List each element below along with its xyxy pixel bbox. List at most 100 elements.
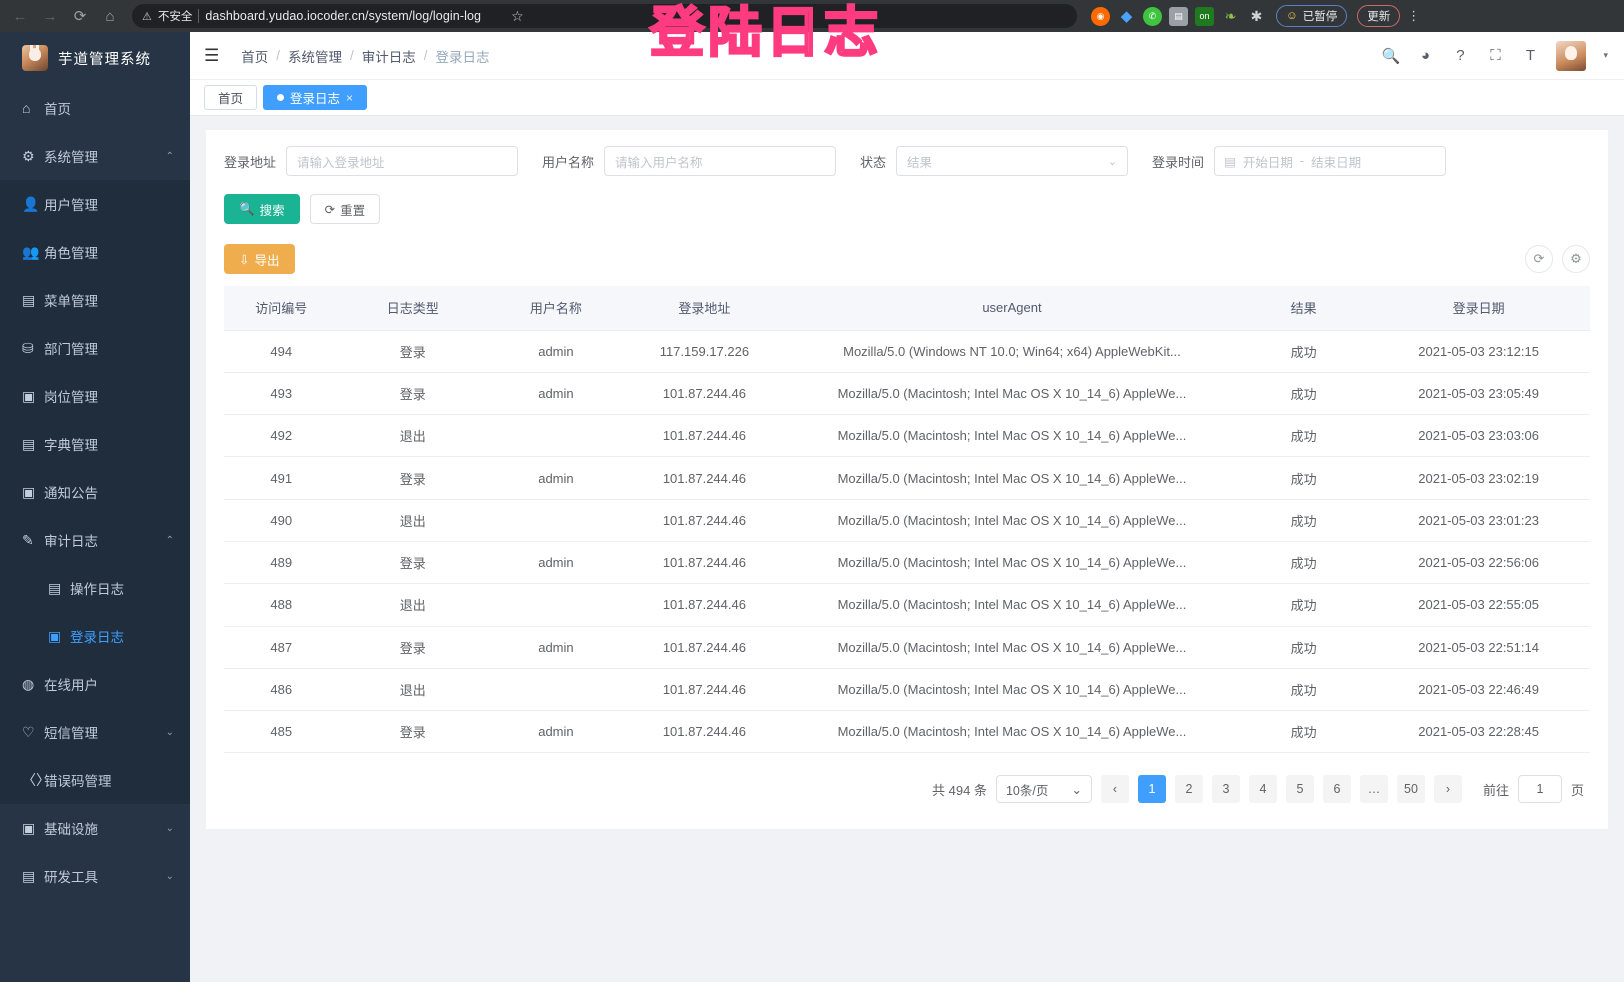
table-row[interactable]: 490 退出 101.87.244.46 Mozilla/5.0 (Macintosh… [224,499,1590,542]
table-row[interactable]: 487 登录 admin 101.87.244.46 Mozilla/5.0 (Maci… [224,626,1590,669]
github-icon[interactable]: ◕ [1420,47,1430,64]
pagination-page-4[interactable]: 4 [1248,775,1277,804]
extension-wechat-icon[interactable]: ✆ [1143,6,1162,26]
sidebar-item-audit-log[interactable]: ✎ 审计日志 ⌃ [0,516,190,564]
pagination-prev-button[interactable]: ‹ [1100,775,1129,804]
page-size-select[interactable]: 10条/页 ⌄ [995,775,1092,804]
col-header-user[interactable]: 用户名称 [487,286,625,331]
table-row[interactable]: 486 退出 101.87.244.46 Mozilla/5.0 (Macintosh… [224,668,1590,712]
fullscreen-icon[interactable]: ⛶ [1490,47,1501,64]
chevron-down-icon[interactable]: ▾ [1603,50,1608,60]
paused-status-pill[interactable]: ☺ 已暂停 [1276,5,1348,27]
sidebar-item-dev-tools[interactable]: ▤ 研发工具 ⌄ [0,852,190,900]
breadcrumb-item-home[interactable]: 首页 [241,49,269,65]
cell-type: 登录 [338,330,487,373]
extension-leaf-icon[interactable]: ❧ [1224,7,1237,24]
breadcrumb-item-audit[interactable]: 审计日志 [361,49,416,65]
pagination-page-2[interactable]: 2 [1174,775,1203,804]
col-header-type[interactable]: 日志类型 [338,286,487,331]
pagination-page-6[interactable]: 6 [1322,775,1351,804]
extension-diamond-icon[interactable]: ◆ [1120,8,1133,25]
sidebar-item-dict-mgmt[interactable]: ▤ 字典管理 [0,420,190,468]
sidebar-item-role-mgmt[interactable]: 👥 角色管理 [0,228,190,276]
avatar[interactable] [1556,40,1587,71]
pagination-page-…[interactable]: … [1359,775,1388,804]
back-button[interactable]: ← [12,7,28,25]
cell-result: 成功 [1239,456,1368,500]
tab-login-log[interactable]: 登录日志 × [263,85,368,110]
pagination-page-3[interactable]: 3 [1211,775,1240,804]
bookmark-star-icon[interactable]: ☆ [511,7,524,24]
sidebar-item-login-log[interactable]: ▣ 登录日志 [0,612,190,660]
search-button[interactable]: 🔍 搜索 [224,194,300,224]
daterange-end[interactable]: 结束日期 [1311,155,1362,170]
login-log-icon: ▣ [48,627,62,644]
user-name-input[interactable]: 请输入用户名称 [604,146,837,176]
sidebar-item-dept-mgmt[interactable]: ⛁ 部门管理 [0,324,190,372]
cell-result: 成功 [1239,541,1368,585]
forward-button[interactable]: → [42,7,58,25]
pagination: 共 494 条 10条/页 ⌄ ‹ 1 2 3 4 5 6… 50 › 前往 1 页 [224,753,1590,819]
sidebar-item-sms-mgmt[interactable]: ♡ 短信管理 ⌄ [0,708,190,756]
col-header-no[interactable]: 访问编号 [224,286,339,331]
breadcrumb-item-system[interactable]: 系统管理 [288,49,343,65]
col-header-result[interactable]: 结果 [1239,286,1368,331]
help-icon[interactable]: ? [1456,47,1465,64]
table-row[interactable]: 493 登录 admin 101.87.244.46 Mozilla/5.0 (Maci… [224,372,1590,416]
sidebar-item-infrastructure[interactable]: ▣ 基础设施 ⌄ [0,804,190,852]
login-time-daterange[interactable]: ▤ 开始日期 - 结束日期 [1214,146,1447,176]
table-row[interactable]: 488 退出 101.87.244.46 Mozilla/5.0 (Macintosh… [224,583,1590,627]
table-row[interactable]: 492 退出 101.87.244.46 Mozilla/5.0 (Macintosh… [224,414,1590,458]
smiley-icon: ☺ [1286,10,1298,22]
cell-user [487,583,625,627]
status-select[interactable]: 结果 ⌄ [896,146,1129,176]
update-button[interactable]: 更新 [1357,5,1401,27]
pagination-jump-label: 前往 [1482,782,1509,798]
pagination-page-50[interactable]: 50 [1396,775,1425,804]
search-icon[interactable]: 🔍 [1381,47,1401,65]
extension-blue-icon[interactable]: ▤ [1169,6,1188,26]
extension-orange-icon[interactable]: ◉ [1091,6,1110,26]
sidebar-item-home[interactable]: ⌂ 首页 [0,84,190,132]
reset-button[interactable]: ⟳ 重置 [309,194,381,224]
address-bar[interactable]: ⚠ 不安全 dashboard.yudao.iocoder.cn/system/… [132,4,1077,28]
reload-button[interactable]: ⟳ [73,8,87,25]
hamburger-icon[interactable]: ☰ [204,45,220,65]
breadcrumb-item-current: 登录日志 [435,49,490,65]
tab-home[interactable]: 首页 [204,85,258,110]
col-header-date[interactable]: 登录日期 [1367,286,1590,331]
login-addr-input[interactable]: 请输入登录地址 [286,146,519,176]
table-row[interactable]: 494 登录 admin 117.159.17.226 Mozilla/5.0 (Win… [224,330,1590,373]
extension-green-icon[interactable]: on [1195,6,1214,26]
export-button[interactable]: ⇩ 导出 [224,244,295,274]
refresh-icon[interactable]: ⟳ [1525,245,1553,273]
extension-puzzle-icon[interactable]: ✱ [1250,7,1263,24]
pagination-page-5[interactable]: 5 [1285,775,1314,804]
sidebar-item-post-mgmt[interactable]: ▣ 岗位管理 [0,372,190,420]
col-header-useragent[interactable]: userAgent [783,286,1240,331]
cell-date: 2021-05-03 23:01:23 [1367,499,1590,542]
close-icon[interactable]: × [346,90,354,105]
pagination-jump-input[interactable]: 1 [1517,775,1562,804]
sidebar-item-online-user[interactable]: ◍ 在线用户 [0,660,190,708]
pagination-next-button[interactable]: › [1433,775,1462,804]
daterange-start[interactable]: 开始日期 [1242,155,1293,170]
pagination-page-1[interactable]: 1 [1137,775,1166,804]
table-row[interactable]: 485 登录 admin 101.87.244.46 Mozilla/5.0 (Maci… [224,710,1590,754]
column-settings-icon[interactable]: ⚙ [1562,245,1590,273]
font-size-icon[interactable]: T [1525,47,1536,64]
sidebar-item-system[interactable]: ⚙ 系统管理 ⌃ [0,132,190,180]
cell-user [487,668,625,712]
table-row[interactable]: 489 登录 admin 101.87.244.46 Mozilla/5.0 (Maci… [224,541,1590,585]
col-header-ip[interactable]: 登录地址 [624,286,784,331]
home-button[interactable]: ⌂ [105,7,115,25]
sidebar-item-operation-log[interactable]: ▤ 操作日志 [0,564,190,612]
sidebar-item-dict-mgmt-label: 字典管理 [44,438,98,453]
brand[interactable]: 芋道管理系统 [0,32,190,84]
sidebar-item-notice[interactable]: ▣ 通知公告 [0,468,190,516]
browser-menu-icon[interactable]: ⋮ [1407,8,1422,23]
sidebar-item-menu-mgmt[interactable]: ▤ 菜单管理 [0,276,190,324]
sidebar-item-error-code[interactable]: 〈〉 错误码管理 [0,756,190,804]
table-row[interactable]: 491 登录 admin 101.87.244.46 Mozilla/5.0 (Maci… [224,456,1590,500]
sidebar-item-user-mgmt[interactable]: 👤 用户管理 [0,180,190,228]
